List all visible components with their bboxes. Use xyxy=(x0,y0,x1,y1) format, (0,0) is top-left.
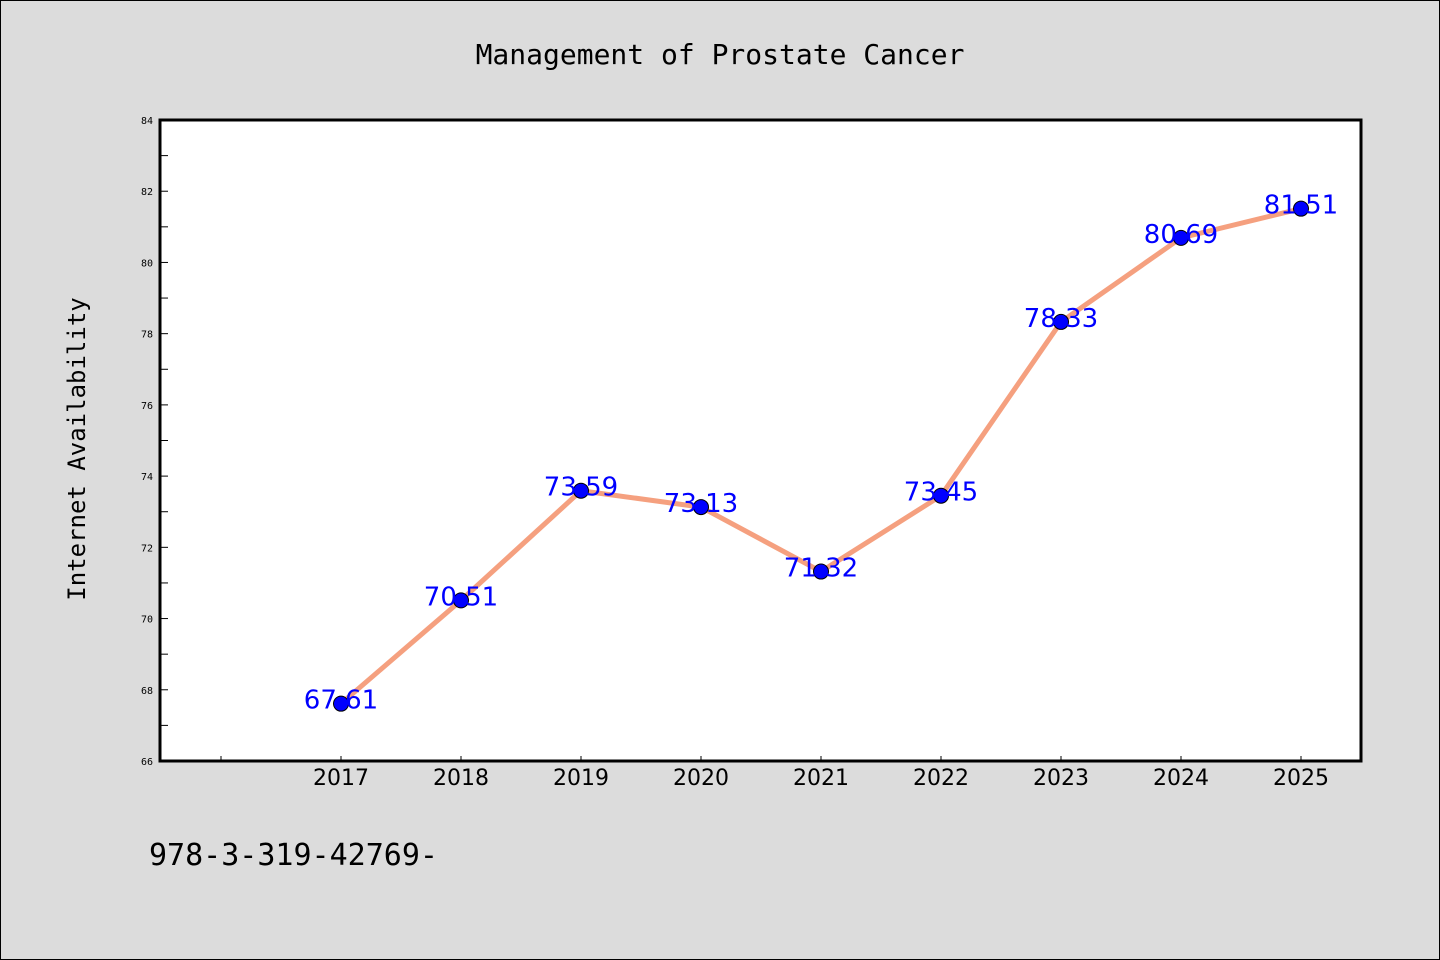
data-labels: 67.61 70.51 73.59 73.13 71.32 73.45 78.33 80.69… xyxy=(304,191,1338,716)
x-tick-label: 2021 xyxy=(793,766,849,791)
x-tick-label: 2023 xyxy=(1033,766,1089,791)
y-tick-label: 82 xyxy=(141,187,153,198)
x-tick-label: 2020 xyxy=(673,766,729,791)
data-label: 70.51 xyxy=(424,582,498,612)
data-label: 80.69 xyxy=(1144,220,1218,250)
data-label: 73.45 xyxy=(904,478,978,508)
series-layer xyxy=(333,200,1309,712)
y-tick-label: 66 xyxy=(141,757,153,768)
footnote-text: 978-3-319-42769- xyxy=(149,838,438,873)
x-tick-label: 2022 xyxy=(913,766,969,791)
data-point xyxy=(453,592,469,609)
data-point xyxy=(333,695,349,712)
data-label: 78.33 xyxy=(1024,304,1098,334)
y-tick-label: 80 xyxy=(141,258,153,269)
data-label: 67.61 xyxy=(304,686,378,716)
y-tick-label: 74 xyxy=(141,472,153,483)
y-tick-label: 72 xyxy=(141,543,153,554)
data-point xyxy=(933,487,949,504)
y-tick-label: 78 xyxy=(141,330,153,341)
y-tick-label: 84 xyxy=(141,116,153,127)
x-tick-label: 2024 xyxy=(1153,766,1209,791)
x-axis-ticks: 2017 2018 2019 2020 2021 2022 2023 2024 2025 xyxy=(220,756,1329,791)
data-point xyxy=(813,563,829,580)
y-tick-label: 76 xyxy=(141,401,153,412)
data-label: 73.13 xyxy=(664,489,738,519)
chart-title: Management of Prostate Cancer xyxy=(476,38,965,71)
data-label: 71.32 xyxy=(784,554,858,584)
data-point xyxy=(1053,313,1069,330)
y-tick-label: 70 xyxy=(141,615,153,626)
y-axis-label: Internet Availability xyxy=(63,297,91,600)
x-tick-label: 2025 xyxy=(1273,766,1329,791)
data-label: 81.51 xyxy=(1264,191,1338,221)
data-point xyxy=(693,499,709,516)
data-point xyxy=(573,482,589,499)
y-axis-ticks: 66 68 70 72 74 76 78 80 82 84 xyxy=(141,116,168,768)
y-tick-label: 68 xyxy=(141,686,153,697)
data-point xyxy=(1293,200,1309,217)
x-tick-label: 2019 xyxy=(553,766,609,791)
plot-area xyxy=(158,118,1363,763)
data-label: 73.59 xyxy=(544,473,618,503)
x-tick-label: 2017 xyxy=(313,766,369,791)
data-point xyxy=(1173,229,1189,246)
x-tick-label: 2018 xyxy=(433,766,489,791)
